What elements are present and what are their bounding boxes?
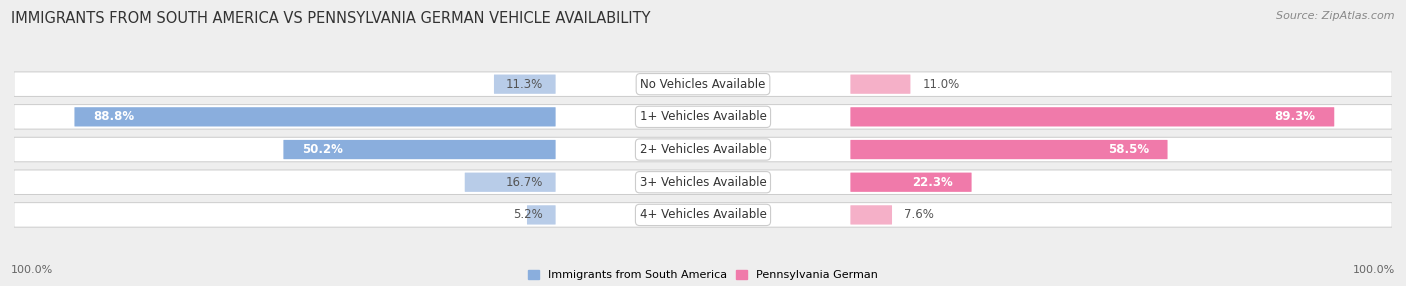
Text: 100.0%: 100.0% [11,265,53,275]
FancyBboxPatch shape [851,75,911,94]
FancyBboxPatch shape [14,203,1392,227]
Text: 4+ Vehicles Available: 4+ Vehicles Available [640,208,766,221]
Text: 50.2%: 50.2% [302,143,343,156]
FancyBboxPatch shape [284,140,555,159]
FancyBboxPatch shape [851,205,891,225]
Text: 16.7%: 16.7% [506,176,543,189]
Text: 3+ Vehicles Available: 3+ Vehicles Available [640,176,766,189]
Text: 7.6%: 7.6% [904,208,934,221]
FancyBboxPatch shape [851,107,1334,126]
Text: 1+ Vehicles Available: 1+ Vehicles Available [640,110,766,123]
Text: 11.0%: 11.0% [922,78,960,91]
Text: IMMIGRANTS FROM SOUTH AMERICA VS PENNSYLVANIA GERMAN VEHICLE AVAILABILITY: IMMIGRANTS FROM SOUTH AMERICA VS PENNSYL… [11,11,651,26]
FancyBboxPatch shape [14,137,1392,162]
FancyBboxPatch shape [14,72,1392,96]
FancyBboxPatch shape [75,107,555,126]
Text: 5.2%: 5.2% [513,208,543,221]
Text: 22.3%: 22.3% [912,176,953,189]
Text: 100.0%: 100.0% [1353,265,1395,275]
Text: 58.5%: 58.5% [1108,143,1149,156]
FancyBboxPatch shape [14,105,1392,129]
Text: 88.8%: 88.8% [93,110,134,123]
FancyBboxPatch shape [527,205,555,225]
Text: 2+ Vehicles Available: 2+ Vehicles Available [640,143,766,156]
Text: 11.3%: 11.3% [506,78,543,91]
Legend: Immigrants from South America, Pennsylvania German: Immigrants from South America, Pennsylva… [529,270,877,280]
FancyBboxPatch shape [851,140,1167,159]
FancyBboxPatch shape [465,172,555,192]
Text: No Vehicles Available: No Vehicles Available [640,78,766,91]
FancyBboxPatch shape [14,170,1392,194]
FancyBboxPatch shape [851,172,972,192]
Text: 89.3%: 89.3% [1275,110,1316,123]
Text: Source: ZipAtlas.com: Source: ZipAtlas.com [1277,11,1395,21]
FancyBboxPatch shape [494,75,555,94]
